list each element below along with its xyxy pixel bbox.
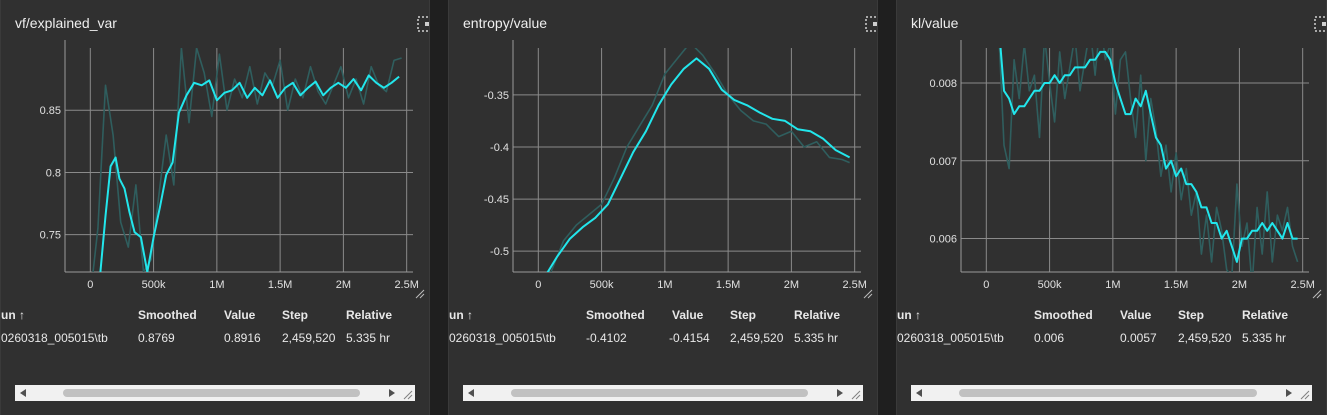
- cell-value: 0.0057: [1120, 331, 1157, 345]
- y-tick-label: -0.5: [490, 246, 509, 258]
- chart-title: kl/value: [911, 15, 959, 31]
- fit-domain-icon[interactable]: [1312, 12, 1326, 36]
- y-tick-label: 0.75: [40, 230, 61, 242]
- x-tick-label: 1M: [657, 279, 672, 291]
- x-tick-label: 1.5M: [1164, 279, 1188, 291]
- cell-relative: 5.335 hr: [346, 331, 391, 345]
- raw-series-line: [550, 48, 850, 272]
- column-header-step[interactable]: Step: [282, 308, 309, 322]
- x-tick-label: 1.5M: [268, 279, 292, 291]
- scrollbar-thumb[interactable]: [959, 389, 1257, 397]
- resize-grip-icon[interactable]: [415, 289, 425, 299]
- raw-series-line: [92, 48, 402, 272]
- column-header-relative[interactable]: Relative: [346, 308, 393, 322]
- chart-card-kl: kl/value 0 500k 1M 1.5M 2M 2.5M 0.006 0.007 0.00…: [896, 0, 1327, 415]
- cell-value: -0.4154: [669, 331, 710, 345]
- y-tick-label: -0.4: [490, 142, 509, 154]
- raw-series-line: [998, 48, 1299, 272]
- cell-value: 0.8916: [224, 331, 261, 345]
- data-table: un ↑ Smoothed Value Step Relative 026031…: [897, 308, 1289, 345]
- horizontal-scrollbar[interactable]: [911, 385, 1312, 401]
- cell-run: 0260318_005015\tb: [1, 331, 108, 345]
- data-table: un ↑ Smoothed Value Step Relative 026031…: [1, 308, 393, 345]
- x-tick-label: 0: [535, 279, 541, 291]
- x-tick-label: 0: [87, 279, 93, 291]
- scroll-left-icon[interactable]: [916, 389, 922, 397]
- resize-grip-icon[interactable]: [1312, 289, 1322, 299]
- scroll-left-icon[interactable]: [20, 389, 26, 397]
- chart-card-explained-var: vf/explained_var 0 500k 1M 1.5M 2M 2.5M 0.75 0.…: [0, 0, 430, 415]
- line-chart[interactable]: 0 500k 1M 1.5M 2M 2.5M -0.5 -0.45 -0.4 -0.35: [449, 40, 878, 300]
- x-tick-label: 0: [983, 279, 989, 291]
- y-tick-label: 0.007: [929, 156, 957, 168]
- smoothed-series-line: [546, 57, 851, 272]
- column-header-value[interactable]: Value: [224, 308, 256, 322]
- column-header-relative[interactable]: Relative: [1242, 308, 1289, 322]
- cell-step: 2,459,520: [730, 331, 784, 345]
- fit-domain-icon[interactable]: [415, 12, 429, 36]
- column-header-step[interactable]: Step: [730, 308, 757, 322]
- cell-run: 0260318_005015\tb: [897, 331, 1004, 345]
- scrollbar-thumb[interactable]: [63, 389, 360, 397]
- scroll-right-icon[interactable]: [837, 389, 843, 397]
- chart-title: vf/explained_var: [15, 15, 117, 31]
- y-tick-label: 0.006: [929, 234, 957, 246]
- smoothed-series-line: [99, 74, 400, 272]
- x-tick-label: 500k: [590, 279, 614, 291]
- x-tick-label: 1M: [209, 279, 224, 291]
- horizontal-scrollbar[interactable]: [463, 385, 863, 401]
- x-tick-label: 2.5M: [394, 279, 418, 291]
- chart-card-entropy: entropy/value 0 500k 1M 1.5M 2M 2.5M -0.5 -0.45…: [448, 0, 878, 415]
- cell-run: 0260318_005015\tb: [449, 331, 556, 345]
- x-tick-label: 2.5M: [1290, 279, 1314, 291]
- column-header-value[interactable]: Value: [1120, 308, 1152, 322]
- scrollbar-thumb[interactable]: [511, 389, 808, 397]
- cell-smoothed: -0.4102: [586, 331, 627, 345]
- x-tick-label: 2.5M: [842, 279, 866, 291]
- column-header-step[interactable]: Step: [1178, 308, 1205, 322]
- cell-relative: 5.335 hr: [794, 331, 839, 345]
- line-chart[interactable]: 0 500k 1M 1.5M 2M 2.5M 0.006 0.007 0.008: [897, 40, 1327, 300]
- x-tick-label: 2M: [336, 279, 351, 291]
- y-tick-label: 0.008: [929, 78, 957, 90]
- column-header-relative[interactable]: Relative: [794, 308, 841, 322]
- y-tick-label: 0.8: [46, 167, 61, 179]
- column-header-smoothed[interactable]: Smoothed: [1034, 308, 1093, 322]
- scroll-right-icon[interactable]: [389, 389, 395, 397]
- resize-handle-icon[interactable]: [403, 390, 413, 400]
- chart-title: entropy/value: [463, 15, 548, 31]
- x-tick-label: 500k: [1038, 279, 1062, 291]
- column-header-value[interactable]: Value: [672, 308, 704, 322]
- x-tick-label: 500k: [142, 279, 166, 291]
- y-tick-label: 0.85: [40, 105, 61, 117]
- cell-step: 2,459,520: [1178, 331, 1232, 345]
- data-table: un ↑ Smoothed Value Step Relative 026031…: [449, 308, 841, 345]
- cell-step: 2,459,520: [282, 331, 336, 345]
- resize-grip-icon[interactable]: [863, 289, 873, 299]
- fit-domain-icon[interactable]: [863, 12, 877, 36]
- cell-smoothed: 0.8769: [138, 331, 175, 345]
- cell-relative: 5.335 hr: [1242, 331, 1287, 345]
- column-header-smoothed[interactable]: Smoothed: [138, 308, 197, 322]
- cell-smoothed: 0.006: [1034, 331, 1065, 345]
- column-header-smoothed[interactable]: Smoothed: [586, 308, 645, 322]
- x-tick-label: 2M: [1232, 279, 1247, 291]
- y-tick-label: -0.45: [484, 194, 509, 206]
- x-tick-label: 1.5M: [716, 279, 740, 291]
- resize-handle-icon[interactable]: [1300, 390, 1310, 400]
- horizontal-scrollbar[interactable]: [15, 385, 415, 401]
- x-tick-label: 2M: [784, 279, 799, 291]
- resize-handle-icon[interactable]: [851, 390, 861, 400]
- line-chart[interactable]: 0 500k 1M 1.5M 2M 2.5M 0.75 0.8 0.85: [1, 40, 430, 300]
- x-tick-label: 1M: [1105, 279, 1120, 291]
- smoothed-series-line: [999, 48, 1298, 263]
- scroll-right-icon[interactable]: [1286, 389, 1292, 397]
- scroll-left-icon[interactable]: [468, 389, 474, 397]
- y-tick-label: -0.35: [484, 90, 509, 102]
